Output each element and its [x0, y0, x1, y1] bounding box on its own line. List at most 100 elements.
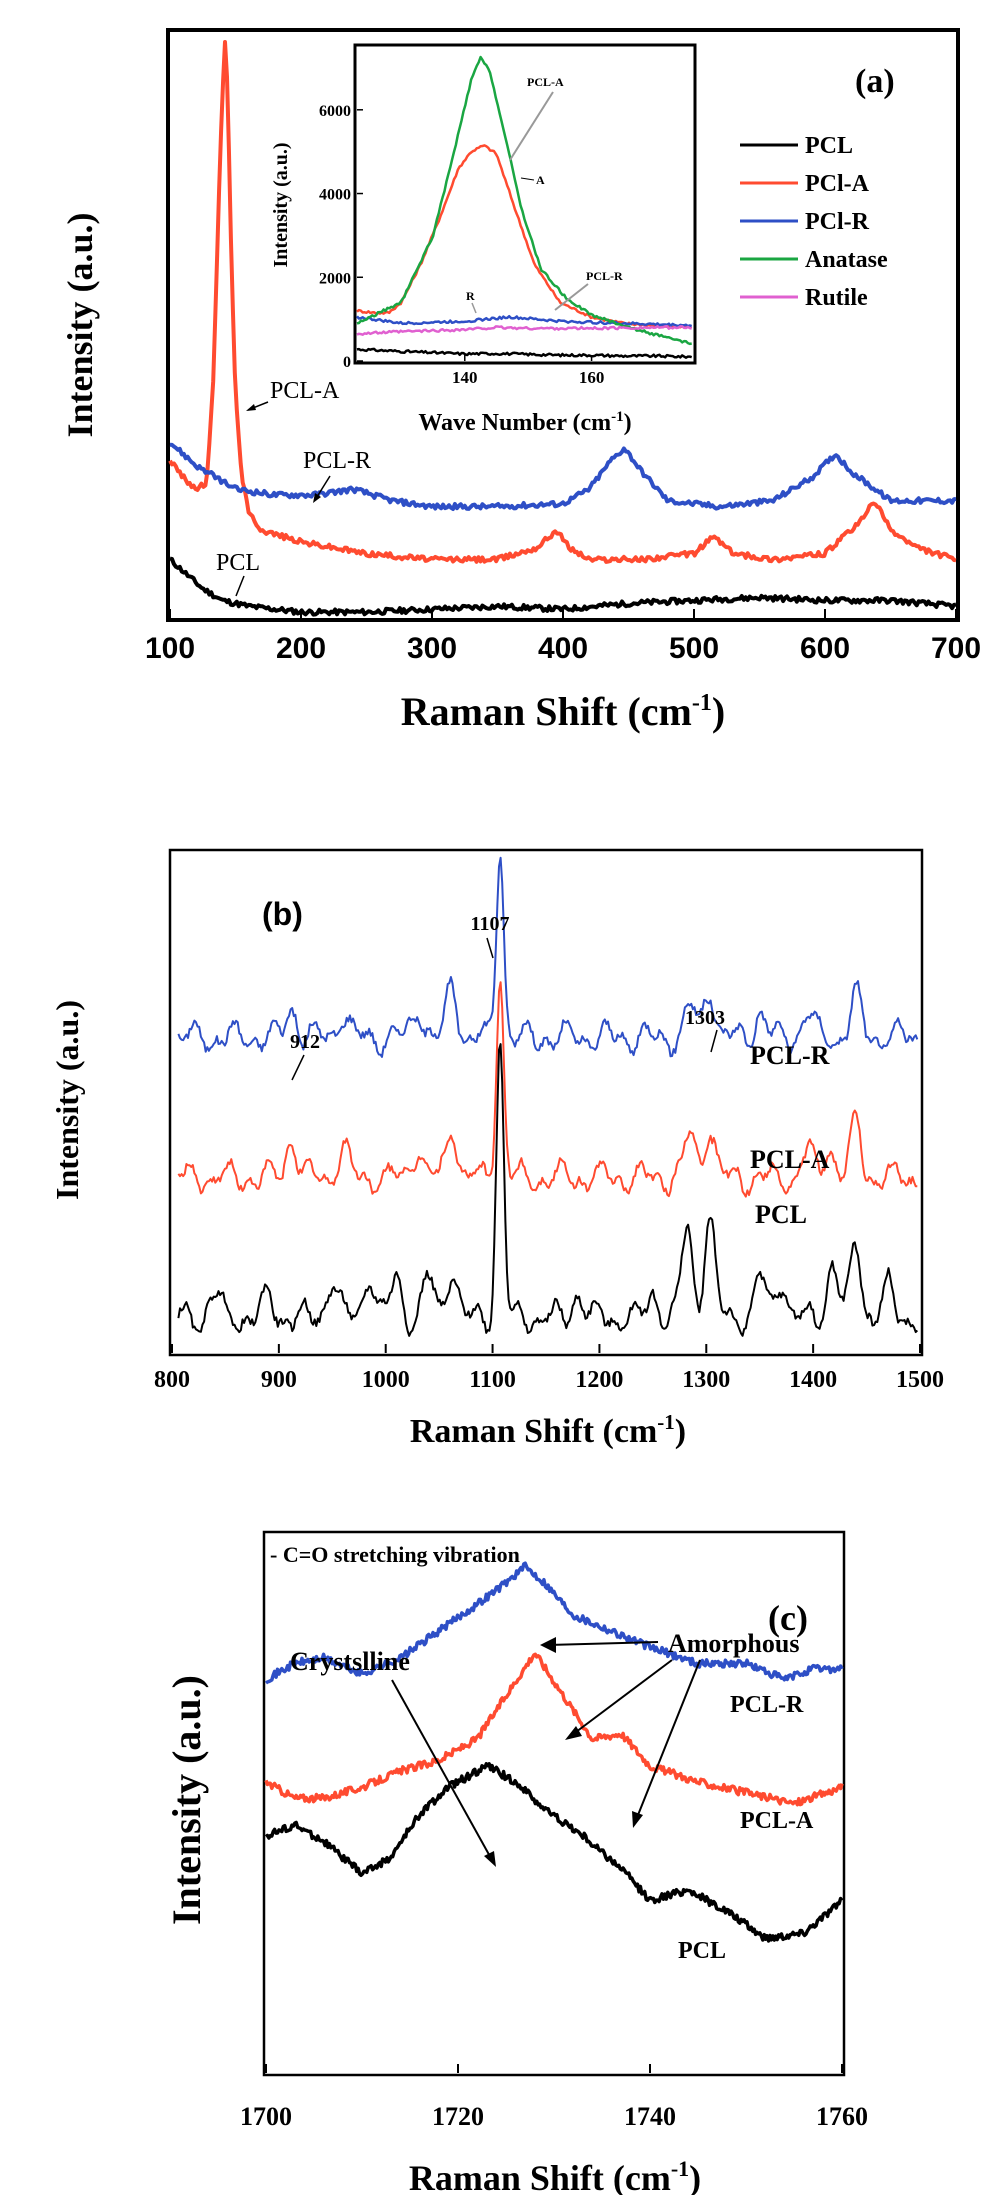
inset-series-rutile: [356, 325, 692, 336]
amorphous-arrowhead-2: [565, 1726, 582, 1740]
panel-c-title: - C=O stretching vibration: [270, 1542, 520, 1567]
panel-a-xlabel: Raman Shift (cm-1): [401, 689, 725, 734]
panel-b-frame: [168, 848, 924, 1357]
inset-xtick-label-140: 140: [452, 368, 478, 387]
panel-a: 100 200 300 400 500 600 700 (a) PCL-A PCL-R PC…: [60, 28, 981, 734]
inset-frame: [353, 43, 697, 365]
panel-a-annotation-pcl-r: PCL-R: [303, 448, 371, 474]
panel-b-series-pcl-r: [177, 856, 919, 1058]
panel-b-series-pcl: [177, 1043, 919, 1337]
amorphous-arrow-1: [547, 1641, 659, 1646]
panel-c-series-label-pcl: PCL: [678, 1938, 726, 1964]
inset-arrow-r: [471, 302, 477, 314]
peak-label-1107: 1107: [471, 913, 510, 935]
inset-series: [356, 55, 693, 359]
panel-c-series-label-pcl-a: PCL-A: [740, 1808, 814, 1834]
inset-ytick-label-2000: 2000: [319, 270, 351, 287]
inset-ytick-label-0: 0: [343, 354, 351, 371]
panel-c-frame: [262, 1530, 846, 2077]
inset-annotation-r: R: [466, 289, 475, 303]
inset-arrow-a: [520, 177, 535, 181]
crystalline-arrowhead: [484, 1851, 496, 1867]
amorphous-arrow-3: [635, 1659, 701, 1821]
panel-b-xlabel: Raman Shift (cm-1): [410, 1410, 686, 1450]
panel-b-xtick-label-1200: 1200: [575, 1367, 623, 1393]
panel-c-xtick-label-1700: 1700: [240, 2102, 292, 2131]
inset-ticks: 140 160 0 2000 4000 6000: [319, 103, 604, 387]
inset-series-pcl-r: [356, 314, 693, 328]
panel-c-series-pcl-a: [264, 1652, 844, 1807]
panel-a-xtick-label-700: 700: [931, 632, 981, 665]
legend-label-rutile: Rutile: [805, 285, 868, 311]
inset-series-anatase: [356, 55, 692, 346]
panel-a-label: (a): [855, 63, 895, 100]
panel-b-xtick-label-1100: 1100: [469, 1367, 516, 1393]
inset-arrow-pcl-a: [509, 91, 554, 161]
inset-arrow-pcl-r: [554, 283, 589, 311]
panel-b-series-label-pcl: PCL: [755, 1200, 807, 1229]
panel-c-xtick-label-1760: 1760: [816, 2102, 868, 2131]
panel-a-legend: PCL PCl-A PCl-R Anatase Rutile: [740, 133, 888, 311]
panel-b-series-label-pcl-r: PCL-R: [750, 1041, 830, 1070]
panel-a-series-pcl-r: [169, 442, 957, 511]
panel-b-series-pcl-a: [177, 981, 918, 1198]
inset-annotation-pcl-a: PCL-A: [527, 75, 564, 89]
panel-a-annotation-pcl: PCL: [216, 550, 260, 576]
panel-a-xtick-label-200: 200: [276, 632, 326, 665]
panel-b-series-label-pcl-a: PCL-A: [750, 1145, 830, 1174]
panel-b-xtick-label-900: 900: [261, 1367, 297, 1393]
panel-a-annotation-pcl-a: PCL-A: [270, 378, 340, 404]
panel-c-series-pcl: [264, 1762, 844, 1943]
panel-c-ylabel: Intensity (a.u.): [164, 1675, 209, 1925]
panel-c-annotation-amorphous: Amorphous: [668, 1629, 799, 1658]
panel-c-label: (c): [768, 1598, 808, 1638]
panel-c-xticks: 1700 1720 1740 1760: [240, 2064, 868, 2131]
panel-a-arrowhead-pcl-r: [313, 493, 321, 503]
panel-c-xlabel: Raman Shift (cm-1): [409, 2156, 701, 2195]
panel-b-label: (b): [262, 896, 303, 932]
panel-a-xticks: 100 200 300 400 500 600 700: [145, 609, 981, 665]
panel-a-xtick-label-600: 600: [800, 632, 850, 665]
inset-ytick-label-6000: 6000: [319, 103, 351, 120]
panel-a-arrow-pcl: [235, 575, 245, 597]
panel-a-arrowhead-pcl-a: [246, 404, 256, 411]
panel-a-series-pcl-a: [168, 40, 957, 564]
inset-xtick-label-160: 160: [579, 368, 605, 387]
inset-ylabel: Intensity (a.u.): [270, 142, 292, 267]
panel-a-xtick-label-400: 400: [538, 632, 588, 665]
legend-label-pcl-r: PCl-R: [805, 209, 870, 235]
panel-b-xtick-label-800: 800: [154, 1367, 190, 1393]
peak-arrow-1303: [710, 1029, 718, 1053]
panel-b-ylabel: Intensity (a.u.): [49, 1000, 85, 1200]
peak-label-1303: 1303: [685, 1007, 725, 1029]
peak-arrow-912: [291, 1054, 305, 1081]
panel-a-xtick-label-500: 500: [669, 632, 719, 665]
legend-label-pcl-a: PCl-A: [805, 171, 870, 197]
inset-annotation-a: A: [536, 173, 545, 187]
panel-a-inset: 140 160 0 2000 4000 6000 Intensity (a.u.) Wav…: [270, 43, 697, 436]
panel-c-annotation-crystalline: Crystslline: [290, 1647, 410, 1676]
panel-b-xtick-label-1000: 1000: [362, 1367, 410, 1393]
panel-c-xtick-label-1740: 1740: [624, 2102, 676, 2131]
panel-c-series-pcl-r: [264, 1561, 844, 1685]
panel-a-series-pcl: [169, 556, 957, 617]
crystalline-arrow: [391, 1679, 493, 1861]
panel-c-xtick-label-1720: 1720: [432, 2102, 484, 2131]
panel-c: 1700 1720 1740 1760 - C=O stretching vibrat…: [164, 1530, 868, 2195]
amorphous-arrow-2: [571, 1659, 673, 1736]
inset-ytick-label-4000: 4000: [319, 187, 351, 204]
panel-b-series: [177, 856, 919, 1337]
amorphous-arrowhead-3: [632, 1811, 643, 1828]
panel-a-xtick-label-100: 100: [145, 632, 195, 665]
amorphous-arrowhead-1: [540, 1637, 556, 1653]
inset-series-pcl: [356, 347, 693, 359]
panel-c-series-label-pcl-r: PCL-R: [730, 1692, 804, 1718]
legend-label-pcl: PCL: [805, 133, 853, 159]
legend-label-anatase: Anatase: [805, 247, 888, 273]
panel-b-xtick-label-1500: 1500: [896, 1367, 944, 1393]
panel-a-xtick-label-300: 300: [407, 632, 457, 665]
panel-a-ylabel: Intensity (a.u.): [60, 212, 100, 437]
panel-a-frame: [166, 28, 960, 622]
inset-xlabel: Wave Number (cm-1): [418, 409, 631, 436]
